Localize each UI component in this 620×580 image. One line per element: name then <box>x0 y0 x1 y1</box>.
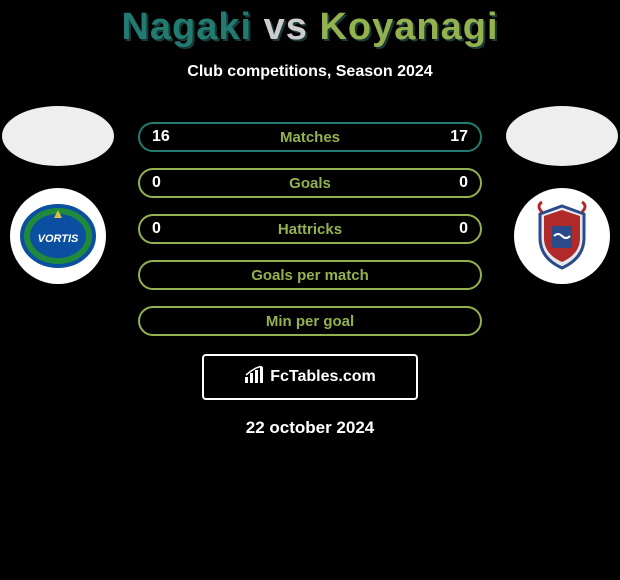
stat-row: Goals per match <box>138 260 482 290</box>
player1-team-badge: VORTIS <box>10 188 106 284</box>
stat-value-right: 17 <box>450 128 468 146</box>
player2-avatar <box>506 106 618 166</box>
stat-value-left: 16 <box>152 128 170 146</box>
brand-text: FcTables.com <box>270 368 376 386</box>
title-vs: vs <box>264 6 308 48</box>
date-text: 22 october 2024 <box>0 418 620 438</box>
stat-label: Matches <box>280 129 340 146</box>
club-crest-icon <box>522 196 602 276</box>
stats-area: VORTIS 16 Matches 17 0 Goals 0 0 Hattricks 0 Goal… <box>0 104 620 438</box>
badge-text: VORTIS <box>38 233 79 245</box>
player2-column <box>502 104 620 284</box>
vortis-crest-icon: VORTIS <box>18 196 98 276</box>
brand-box[interactable]: FcTables.com <box>202 354 418 400</box>
stat-row: 0 Hattricks 0 <box>138 214 482 244</box>
player1-name: Nagaki <box>121 6 252 48</box>
player1-avatar <box>2 106 114 166</box>
stat-value-left: 0 <box>152 174 161 192</box>
stat-label: Min per goal <box>266 313 354 330</box>
player2-name: Koyanagi <box>319 6 498 48</box>
subtitle: Club competitions, Season 2024 <box>0 63 620 81</box>
stat-value-right: 0 <box>459 220 468 238</box>
stat-row: Min per goal <box>138 306 482 336</box>
chart-icon <box>244 366 264 389</box>
stat-label: Goals per match <box>251 267 369 284</box>
stat-label: Goals <box>289 175 331 192</box>
stat-value-left: 0 <box>152 220 161 238</box>
player1-column: VORTIS <box>0 104 118 284</box>
stat-row: 0 Goals 0 <box>138 168 482 198</box>
stat-row: 16 Matches 17 <box>138 122 482 152</box>
stat-value-right: 0 <box>459 174 468 192</box>
player2-team-badge <box>514 188 610 284</box>
comparison-title: Nagaki vs Koyanagi <box>0 0 620 49</box>
stat-rows: 16 Matches 17 0 Goals 0 0 Hattricks 0 Goals per m… <box>138 122 482 336</box>
stat-label: Hattricks <box>278 221 342 238</box>
